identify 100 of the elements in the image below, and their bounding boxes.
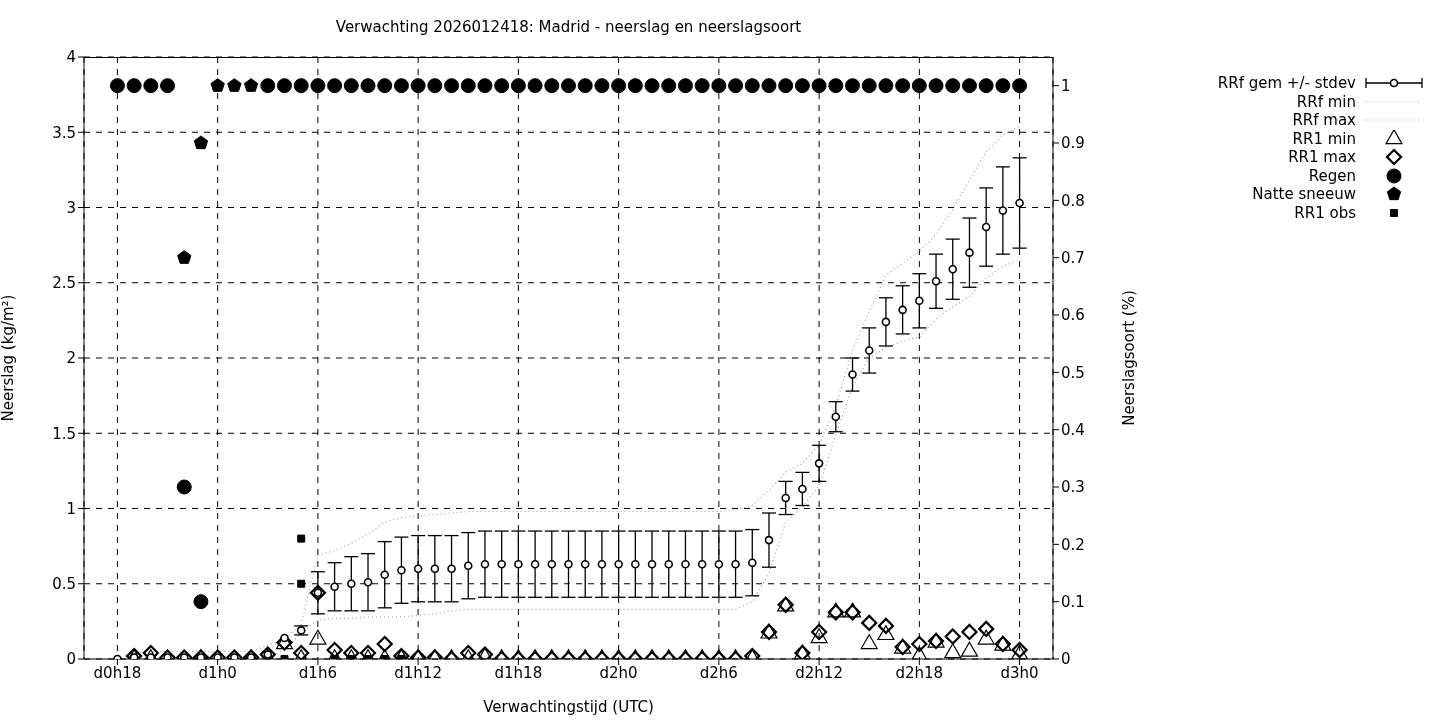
point [343,644,360,659]
point [359,644,377,659]
x-tick-label: d1h0 [198,663,237,682]
point [397,565,406,575]
point [878,78,894,94]
point [744,78,760,94]
point [810,628,828,644]
y-tick-label: 1.5 [52,424,76,443]
y-tick-label: 4 [66,48,76,67]
point [714,559,724,569]
point [995,78,1011,94]
point [931,276,941,286]
point [360,78,376,94]
y-axis-title: Neerslag (kg/m²) [0,294,18,422]
point [177,250,192,264]
point [463,561,473,570]
legend-label: Natte sneeuw [1252,185,1356,204]
point [327,78,343,94]
point [711,78,727,94]
point [160,78,176,94]
point [460,644,477,659]
legend-label: RR1 min [1292,129,1356,148]
point [977,629,995,645]
point [126,78,142,94]
point [611,78,627,94]
point [376,635,393,653]
x-tick-label: d2h6 [699,663,738,682]
point [697,559,707,569]
x-tick-label: d2h18 [895,663,944,682]
point [413,564,423,573]
point [530,559,540,569]
point [965,248,974,257]
point [143,78,159,94]
point [945,78,961,94]
chart-title: Verwachting 2026012418: Madrid - neerslag en neerslagsoort [334,18,803,36]
point [594,78,610,94]
point [276,78,292,94]
point [494,78,510,94]
point [944,643,962,659]
y-tick-label: 0.5 [52,575,76,594]
point [176,479,192,495]
point [1015,198,1024,208]
point [527,78,543,94]
point [347,579,356,589]
point [981,222,991,232]
point [644,78,660,94]
y2-tick-label: 0.1 [1061,592,1085,611]
point [915,296,924,306]
point [898,305,907,315]
x-tick-label: d2h0 [599,663,638,682]
point [728,78,744,94]
point [460,78,476,94]
point [330,582,339,592]
point [377,78,393,94]
point [430,564,440,573]
point [309,629,327,645]
point [564,559,573,569]
y2-tick-label: 0.4 [1061,420,1085,439]
y2-tick-label: 0.7 [1061,248,1085,267]
point [881,317,891,327]
point [477,78,493,94]
point [444,78,460,94]
point [627,78,643,94]
point [864,346,874,355]
point [811,623,828,641]
point [794,78,810,94]
point [393,78,409,94]
y2-tick-label: 0.2 [1061,535,1085,554]
y2-axis-title: Neerslagsoort (%) [1120,290,1139,426]
point [677,78,693,94]
point [694,78,710,94]
point [944,628,961,645]
point [561,78,576,94]
point [447,564,456,573]
point [764,535,774,545]
y2-tick-label: 0.8 [1061,191,1085,210]
point [614,559,623,569]
point [514,559,523,569]
point [310,78,326,94]
point [845,78,861,94]
y2-tick-label: 1 [1061,76,1071,95]
point [961,623,978,641]
point [781,493,790,503]
point [831,412,841,421]
point [343,78,359,94]
y2-tick-label: 0.6 [1061,306,1085,325]
point [978,78,994,94]
point [109,78,125,94]
y2-tick-label: 0 [1061,650,1071,669]
point [297,534,306,543]
point [210,78,225,92]
point [260,78,276,94]
y-tick-label: 2 [66,349,76,368]
point [297,579,306,588]
x-tick-label: d1h12 [394,663,442,682]
point [798,484,807,494]
legend-label: Regen [1308,166,1356,185]
point [877,617,895,634]
point [597,559,607,569]
point [193,594,209,610]
